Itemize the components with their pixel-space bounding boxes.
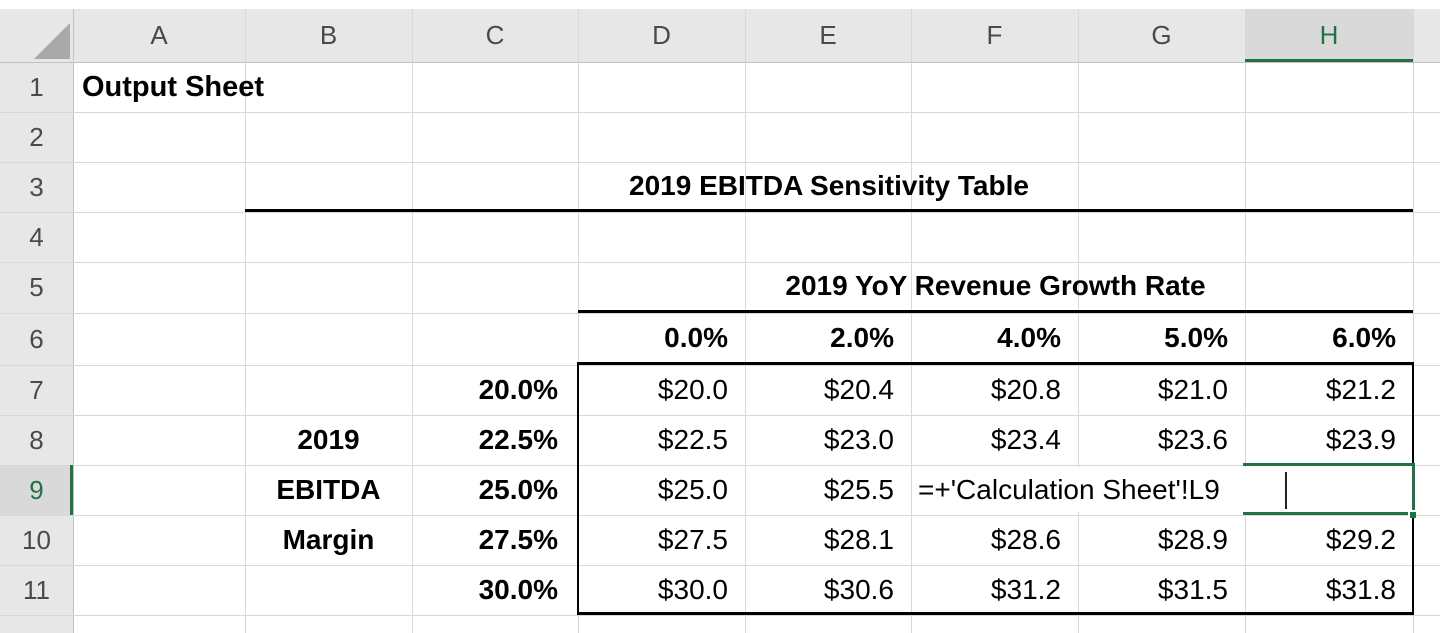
border-table-left — [577, 362, 579, 615]
cell-title-growth-rate[interactable]: 2019 YoY Revenue Growth Rate — [785, 270, 1206, 301]
row-header-1[interactable]: 1 — [0, 62, 73, 112]
cell-D6[interactable]: 0.0% — [664, 321, 728, 353]
cell-H10[interactable]: $29.2 — [1325, 524, 1396, 555]
row-header-partial[interactable] — [0, 615, 73, 633]
gridline-v — [73, 9, 74, 633]
cell-B8-label[interactable]: 2019 — [297, 424, 360, 455]
gridline-v — [1245, 9, 1246, 633]
cell-H6[interactable]: 6.0% — [1332, 321, 1396, 353]
cell-title-sensitivity-table[interactable]: 2019 EBITDA Sensitivity Table — [629, 169, 1029, 201]
cell-F11[interactable]: $31.2 — [990, 574, 1061, 605]
gridline-h — [0, 212, 1440, 213]
gridline-h — [0, 565, 1440, 566]
column-header-H-active[interactable]: H — [1245, 9, 1413, 62]
gridline-v — [1413, 9, 1414, 633]
gridline-v — [412, 9, 413, 633]
column-header-F[interactable]: F — [911, 9, 1078, 62]
gridline-h — [0, 62, 1440, 63]
cell-G10[interactable]: $28.9 — [1157, 524, 1228, 555]
cell-C9[interactable]: 25.0% — [478, 474, 558, 505]
row-header-6[interactable]: 6 — [0, 313, 73, 365]
row-header-8[interactable]: 8 — [0, 415, 73, 465]
select-all-triangle-icon — [34, 23, 70, 59]
gridline-v — [245, 9, 246, 633]
border-title-bottom — [245, 209, 1413, 212]
cell-F7[interactable]: $20.8 — [990, 374, 1061, 405]
cell-H11[interactable]: $31.8 — [1325, 574, 1396, 605]
row-header-2[interactable]: 2 — [0, 112, 73, 162]
column-header-C[interactable]: C — [412, 9, 578, 62]
cell-D11[interactable]: $30.0 — [657, 574, 728, 605]
gridline-h — [0, 262, 1440, 263]
row-header-11[interactable]: 11 — [0, 565, 73, 615]
cell-E9[interactable]: $25.5 — [823, 474, 894, 505]
cell-D10[interactable]: $27.5 — [657, 524, 728, 555]
column-header-E[interactable]: E — [745, 9, 911, 62]
gridline-v — [578, 9, 579, 633]
cell-C10[interactable]: 27.5% — [478, 524, 558, 555]
row-header-9-active[interactable]: 9 — [0, 465, 73, 515]
row-header-3[interactable]: 3 — [0, 162, 73, 212]
cell-C8[interactable]: 22.5% — [478, 424, 558, 455]
cell-G7[interactable]: $21.0 — [1157, 374, 1228, 405]
row-header-10[interactable]: 10 — [0, 515, 73, 565]
border-table-top — [578, 362, 1413, 365]
cell-B9-label[interactable]: EBITDA — [276, 474, 381, 505]
selection-border-right — [1412, 463, 1415, 515]
cell-D8[interactable]: $22.5 — [657, 424, 728, 455]
cell-H7[interactable]: $21.2 — [1325, 374, 1396, 405]
gridline-v — [745, 9, 746, 633]
cell-B10-label[interactable]: Margin — [282, 524, 375, 555]
cell-E7[interactable]: $20.4 — [823, 374, 894, 405]
column-header-B[interactable]: B — [245, 9, 412, 62]
cell-D9[interactable]: $25.0 — [657, 474, 728, 505]
cell-G8[interactable]: $23.6 — [1157, 424, 1228, 455]
gridline-h — [0, 465, 1440, 466]
text-cursor — [1285, 472, 1287, 509]
column-header-D[interactable]: D — [578, 9, 745, 62]
gridline-h — [0, 365, 1440, 366]
fill-handle[interactable] — [1408, 510, 1416, 518]
cell-H8[interactable]: $23.9 — [1325, 424, 1396, 455]
row-header-7[interactable]: 7 — [0, 365, 73, 415]
cell-E11[interactable]: $30.6 — [823, 574, 894, 605]
gridline-h — [0, 313, 1440, 314]
formula-edit-text[interactable]: =+'Calculation Sheet'!L9 — [918, 473, 1220, 505]
cell-F6[interactable]: 4.0% — [997, 321, 1061, 353]
gridline-h — [0, 515, 1440, 516]
row-header-4[interactable]: 4 — [0, 212, 73, 262]
selection-border-top — [1243, 463, 1415, 466]
row-header-5[interactable]: 5 — [0, 262, 73, 313]
active-column-underline — [1245, 59, 1413, 62]
cell-F8[interactable]: $23.4 — [990, 424, 1061, 455]
cell-C11[interactable]: 30.0% — [478, 574, 558, 605]
cell-C7[interactable]: 20.0% — [478, 374, 558, 405]
selection-border-bottom — [1243, 512, 1415, 515]
column-header-G[interactable]: G — [1078, 9, 1245, 62]
cell-G11[interactable]: $31.5 — [1157, 574, 1228, 605]
gridline-h — [0, 615, 1440, 616]
cell-A1-output-sheet[interactable]: Output Sheet — [82, 70, 265, 103]
gridline-h — [0, 112, 1440, 113]
column-header-A[interactable]: A — [73, 9, 245, 62]
cell-G6[interactable]: 5.0% — [1164, 321, 1228, 353]
gridline-h — [0, 162, 1440, 163]
cell-E6[interactable]: 2.0% — [830, 321, 894, 353]
gridline-v — [911, 9, 912, 633]
gridline-h — [0, 415, 1440, 416]
border-growth-title-bottom — [578, 310, 1413, 313]
cell-E10[interactable]: $28.1 — [823, 524, 894, 555]
gridline-v — [1078, 9, 1079, 633]
cell-D7[interactable]: $20.0 — [657, 374, 728, 405]
active-row-right-bar — [70, 465, 73, 515]
column-header-partial[interactable] — [1413, 9, 1440, 62]
in-cell-editor[interactable] — [912, 467, 1411, 512]
cell-F10[interactable]: $28.6 — [990, 524, 1061, 555]
select-all-corner[interactable] — [0, 9, 73, 62]
border-table-bottom — [578, 612, 1413, 615]
cell-E8[interactable]: $23.0 — [823, 424, 894, 455]
